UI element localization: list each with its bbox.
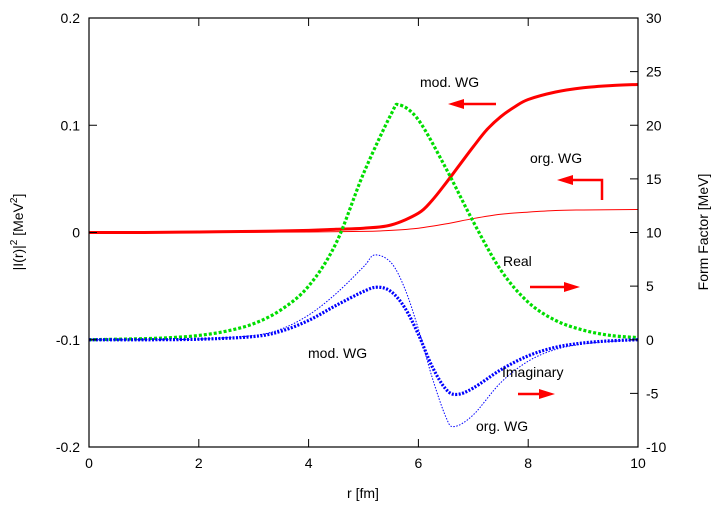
- series-i-r-2-org-wg: [88, 208, 639, 234]
- y-tick-label-right: 15: [646, 171, 662, 187]
- arrow-mod-wg-left: [448, 99, 496, 109]
- annotation-imaginary: Imaginary: [502, 364, 563, 380]
- annotation-mod-wg-top: mod. WG: [420, 74, 479, 90]
- y-tick-label-right: 30: [646, 10, 662, 26]
- x-tick-label: 4: [305, 455, 313, 471]
- tick-layer: 0 2 4 6 8 10 -0.2 -0.1 0 0.1 0.2 -10 -5 0 5 10 15 20 25 30: [56, 10, 667, 471]
- arrow-org-wg-left: [557, 175, 604, 200]
- x-tick-label: 10: [630, 455, 646, 471]
- series-layer: [88, 82, 639, 428]
- y-tick-label-right: 25: [646, 64, 662, 80]
- y-tick-label-left: 0.2: [61, 10, 81, 26]
- x-tick-label: 6: [415, 455, 423, 471]
- annotation-org-wg-bottom: org. WG: [476, 418, 528, 434]
- y-tick-label-left: 0.1: [61, 117, 81, 133]
- y-tick-label-right: -10: [646, 439, 666, 455]
- y-tick-label-right: -5: [646, 385, 659, 401]
- annotation-org-wg-top: org. WG: [530, 150, 582, 166]
- series-real: [88, 102, 639, 342]
- y-axis-label-left: |I(r)|2 [MeV2]: [9, 194, 26, 271]
- x-tick-label: 8: [524, 455, 532, 471]
- y-tick-label-right: 10: [646, 225, 662, 241]
- y-tick-label-right: 20: [646, 117, 662, 133]
- x-tick-label: 2: [195, 455, 203, 471]
- arrow-real-right: [530, 282, 580, 292]
- y-tick-label-right: 0: [646, 332, 654, 348]
- annotation-real: Real: [503, 253, 532, 269]
- arrow-imaginary-right: [518, 389, 555, 399]
- series-i-r-2-mod-wg: [88, 82, 639, 235]
- series-imaginary-org-wg: [88, 254, 639, 428]
- y-tick-label-left: -0.1: [56, 332, 80, 348]
- x-tick-label: 0: [85, 455, 93, 471]
- y-axis-label-right: Form Factor [MeV]: [695, 174, 711, 291]
- x-axis-label: r [fm]: [347, 485, 379, 501]
- y-tick-label-right: 5: [646, 278, 654, 294]
- y-tick-label-left: 0: [72, 225, 80, 241]
- y-tick-label-left: -0.2: [56, 439, 80, 455]
- annotation-mod-wg-bottom: mod. WG: [308, 345, 367, 361]
- series-imaginary-mod-wg: [88, 285, 639, 397]
